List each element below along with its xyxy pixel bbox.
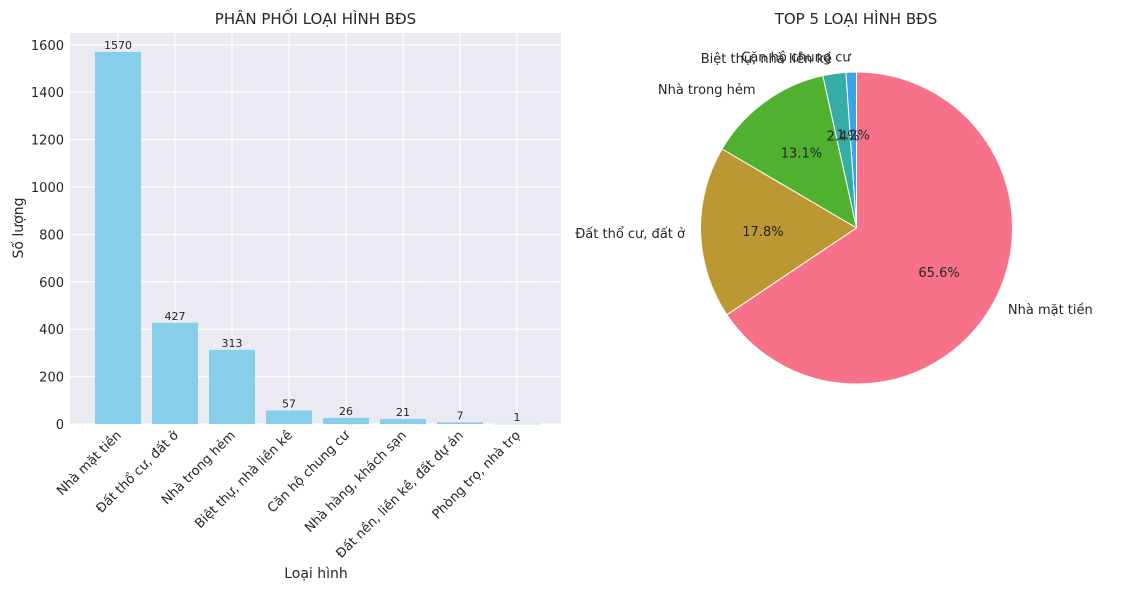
y-tick-label: 1400 <box>31 86 64 101</box>
y-tick-label: 0 <box>56 418 64 433</box>
bar <box>209 349 255 424</box>
bar-value-label: 313 <box>222 337 243 350</box>
pie-percent-label: 65.6% <box>918 266 959 281</box>
bar <box>323 417 369 424</box>
pie-slice <box>721 75 858 230</box>
x-tick-label: Biệt thự, nhà liền kề <box>192 428 295 531</box>
bar-value-label: 7 <box>457 409 464 422</box>
y-tick-label: 800 <box>39 228 64 243</box>
pie-slice-label: Căn hộ chung cư <box>741 50 851 65</box>
pie-percent-label: 1.2% <box>837 128 870 143</box>
y-tick-label: 1200 <box>31 134 64 149</box>
y-tick-label: 400 <box>39 323 64 338</box>
bar <box>95 51 141 424</box>
bar-value-label: 26 <box>339 405 353 418</box>
pie-slice-label: Nhà mặt tiền <box>1008 303 1093 318</box>
x-tick-label: Nhà hàng, khách sạn <box>302 428 410 536</box>
pie-slice-label: Biệt thự, nhà liền kề <box>701 52 832 67</box>
x-axis-label: Loại hình <box>284 566 348 582</box>
bar-plot-area <box>70 33 561 424</box>
bar-value-labels: 1570 427 313 57 26 21 7 1 <box>104 39 521 424</box>
bar <box>494 423 540 425</box>
pie-chart: TOP 5 LOẠI HÌNH BĐS Căn hộ chung cưBiệt … <box>575 9 1093 385</box>
y-tick-label: 1000 <box>31 181 64 196</box>
bar-chart-title: PHÂN PHỐI LOẠI HÌNH BĐS <box>215 7 416 28</box>
y-tick-label: 600 <box>39 276 64 291</box>
pie-slice-label: Đất thổ cư, đất ở <box>575 227 685 242</box>
bar-value-label: 1 <box>514 411 521 424</box>
bar-chart: 0 200 400 600 800 1000 1200 1400 1600 Nhà mặt ti… <box>10 7 561 582</box>
bar <box>437 422 483 424</box>
pie-percent-label: 2.4% <box>827 129 860 144</box>
bar <box>266 410 312 424</box>
bar <box>380 419 426 424</box>
bar <box>152 322 198 424</box>
pie-slice-label: Nhà trong hẻm <box>658 83 756 98</box>
y-tick-label: 200 <box>39 371 64 386</box>
bar-value-label: 1570 <box>104 39 132 52</box>
pie-percent-labels: 1.2%2.4% 13.1% 17.8% 65.6% <box>742 128 959 281</box>
pie-slice <box>700 148 858 316</box>
y-axis-label: Số lượng <box>10 198 27 259</box>
y-tick-labels: 0 200 400 600 800 1000 1200 1400 1600 <box>31 39 64 433</box>
bar-value-label: 427 <box>165 310 186 323</box>
pie-percent-label: 17.8% <box>742 225 783 240</box>
y-tick-label: 1600 <box>31 39 64 54</box>
bar-series <box>95 51 540 425</box>
bar-value-label: 57 <box>282 397 296 410</box>
bar-value-label: 21 <box>396 406 410 419</box>
pie-slice <box>726 71 1013 385</box>
pie-chart-title: TOP 5 LOẠI HÌNH BĐS <box>774 9 938 28</box>
pie-slices <box>700 71 1013 385</box>
pie-percent-label: 13.1% <box>781 146 822 161</box>
